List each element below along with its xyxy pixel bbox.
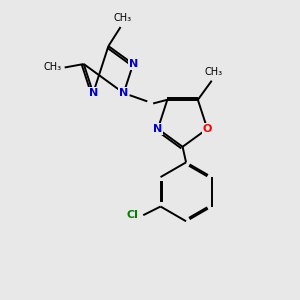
Text: O: O [202,124,212,134]
Text: CH₃: CH₃ [204,67,223,76]
Text: N: N [153,124,163,134]
Text: N: N [119,88,128,98]
Text: N: N [128,59,138,69]
Text: CH₃: CH₃ [113,13,131,23]
Text: N: N [88,88,98,98]
Text: CH₃: CH₃ [44,62,62,73]
Text: Cl: Cl [126,210,138,220]
